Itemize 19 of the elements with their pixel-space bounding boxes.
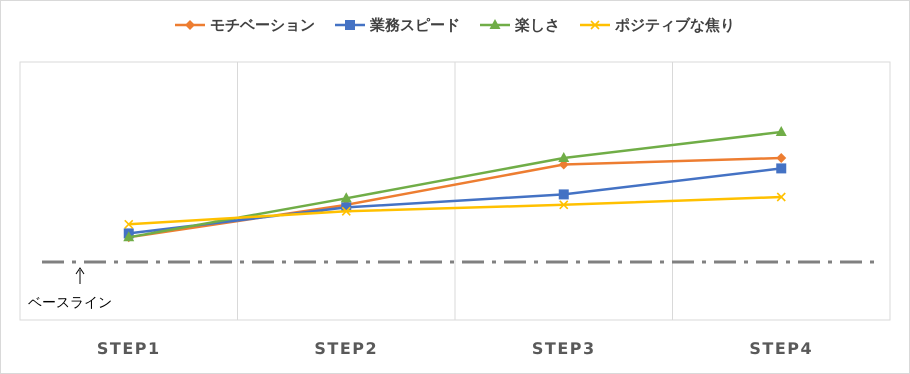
- ref-line-label: ベースライン: [28, 295, 112, 311]
- x-tick-label: STEP2: [314, 339, 378, 358]
- point: [341, 206, 352, 216]
- point: [558, 152, 570, 162]
- point: [776, 126, 787, 136]
- x-tick-label: STEP4: [749, 339, 814, 358]
- point: [776, 192, 786, 202]
- legend-label: 業務スピード: [369, 16, 460, 34]
- x-tick-label: STEP3: [532, 339, 596, 358]
- point: [124, 220, 134, 230]
- point: [558, 200, 569, 210]
- x-tick-label: STEP1: [96, 339, 161, 358]
- legend-label: 楽しさ: [514, 16, 560, 34]
- point: [776, 153, 786, 163]
- point: [558, 189, 569, 200]
- point: [776, 163, 786, 174]
- legend-label: モチベーション: [210, 16, 315, 34]
- point: [340, 192, 352, 202]
- legend-label: ポジティブな焦り: [614, 16, 735, 34]
